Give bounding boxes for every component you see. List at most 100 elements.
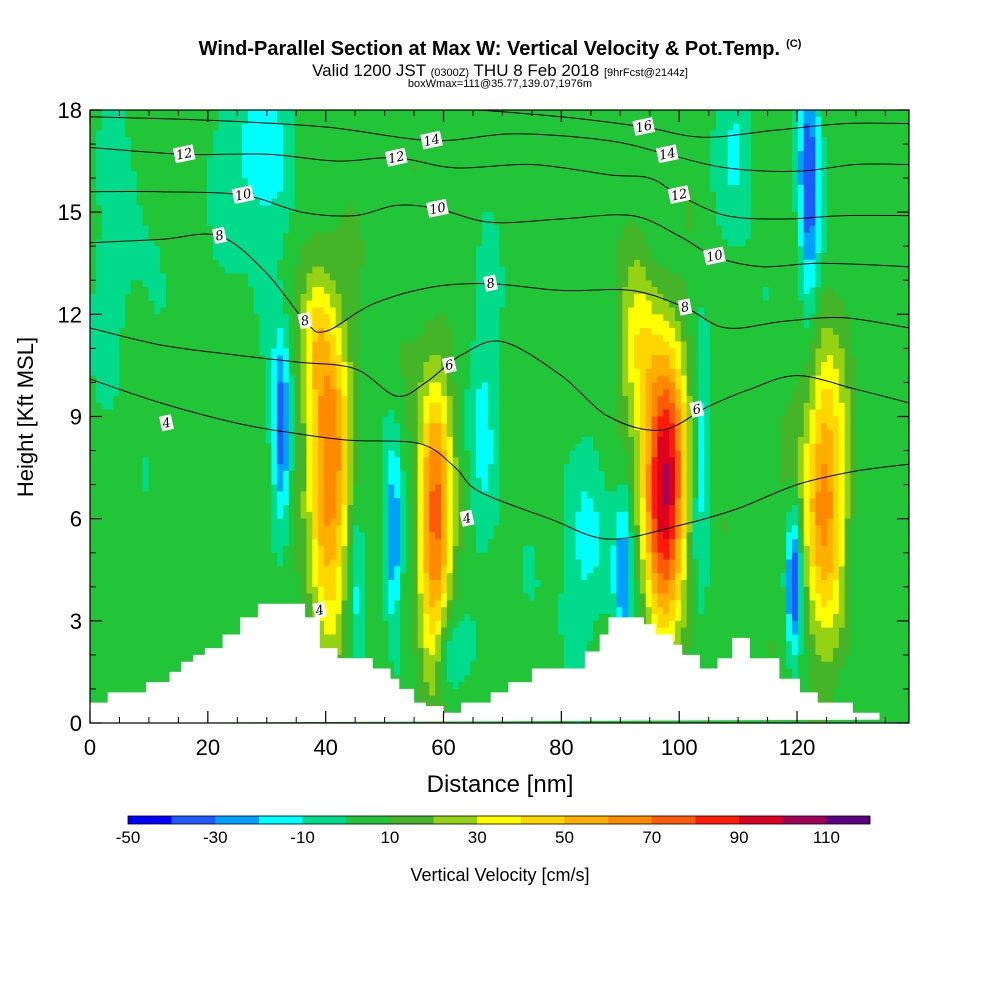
field-cell [247, 171, 255, 179]
field-cell [359, 157, 366, 166]
field-cell [166, 253, 173, 261]
field-cell [838, 300, 846, 309]
field-cell [499, 266, 506, 275]
field-cell [283, 314, 290, 322]
field-cell [306, 253, 313, 261]
field-cell [897, 253, 904, 261]
field-cell [411, 239, 419, 247]
field-cell [224, 205, 231, 213]
field-cell [803, 314, 811, 322]
field-cell [329, 239, 337, 247]
field-cell [207, 259, 214, 268]
field-cell [487, 314, 495, 322]
field-cell [265, 334, 272, 343]
field-cell [160, 280, 167, 288]
field-cell [832, 205, 840, 213]
field-cell [177, 300, 185, 309]
field-cell [189, 253, 196, 261]
field-cell [230, 218, 237, 227]
field-cell [815, 300, 822, 309]
field-cell [212, 348, 220, 356]
field-cell [832, 191, 840, 200]
field-cell [119, 150, 126, 159]
field-cell [756, 171, 764, 179]
field-cell [879, 239, 887, 247]
field-cell [429, 300, 436, 309]
field-cell [844, 246, 852, 254]
field-cell [130, 321, 138, 329]
field-cell [552, 130, 559, 138]
field-cell [575, 212, 582, 220]
field-cell [212, 171, 220, 179]
field-cell [692, 110, 699, 118]
field-cell [189, 300, 196, 309]
field-cell [862, 327, 869, 336]
field-cell [136, 116, 144, 125]
field-cell [476, 130, 483, 138]
field-cell [306, 116, 313, 125]
field-cell [499, 225, 506, 234]
field-cell [347, 178, 354, 186]
field-cell [733, 232, 740, 241]
field-cell [329, 116, 337, 125]
field-cell [552, 314, 559, 322]
field-cell [587, 198, 594, 206]
field-cell [353, 164, 360, 172]
field-cell [265, 198, 272, 206]
field-cell [95, 205, 103, 213]
field-cell [259, 239, 267, 247]
field-cell [324, 232, 331, 241]
field-cell [411, 171, 419, 179]
field-cell [242, 341, 249, 349]
field-cell [680, 198, 688, 206]
field-cell [832, 164, 840, 172]
field-cell [441, 178, 448, 186]
field-cell [499, 293, 506, 302]
field-cell [370, 130, 378, 138]
field-cell [873, 205, 881, 213]
field-cell [107, 164, 114, 172]
field-cell [364, 341, 372, 349]
field-cell [639, 327, 647, 336]
field-cell [540, 184, 547, 193]
field-cell [587, 150, 594, 159]
field-cell [347, 307, 354, 315]
field-cell [218, 198, 226, 206]
field-cell [563, 225, 571, 234]
field-cell [540, 266, 547, 275]
field-cell [903, 110, 909, 118]
field-cell [481, 198, 489, 206]
field-cell [774, 144, 781, 152]
field-cell [277, 212, 284, 220]
field-cell [177, 273, 185, 281]
field-cell [751, 191, 758, 200]
field-cell [283, 205, 290, 213]
field-cell [253, 300, 261, 309]
field-cell [95, 198, 103, 206]
field-cell [505, 259, 512, 268]
field-cell [897, 300, 904, 309]
field-cell [364, 164, 372, 172]
field-cell [341, 130, 348, 138]
field-cell [388, 137, 395, 145]
field-cell [756, 307, 764, 315]
field-cell [265, 287, 272, 295]
field-cell [546, 307, 553, 315]
field-cell [680, 205, 688, 213]
field-cell [277, 232, 284, 241]
field-cell [107, 314, 114, 322]
field-cell [850, 293, 857, 302]
field-cell [481, 218, 489, 227]
field-cell [324, 327, 331, 336]
field-cell [119, 144, 126, 152]
field-cell [897, 218, 904, 227]
field-cell [195, 137, 202, 145]
field-cell [288, 212, 296, 220]
field-cell [300, 334, 308, 343]
field-cell [786, 232, 793, 241]
field-cell [499, 178, 506, 186]
field-cell [862, 137, 869, 145]
field-cell [768, 341, 776, 349]
field-cell [762, 110, 770, 118]
field-cell [90, 287, 97, 295]
